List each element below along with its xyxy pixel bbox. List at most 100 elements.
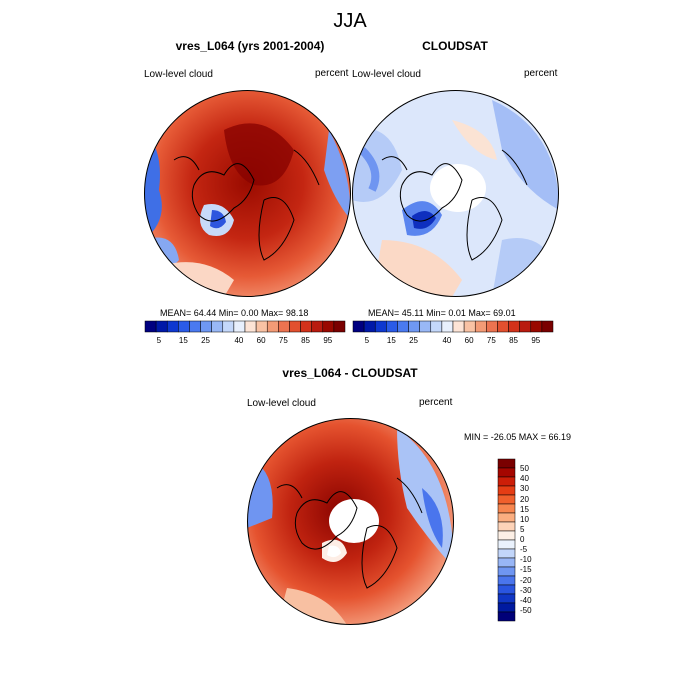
colorbar-swatch <box>497 602 516 613</box>
colorbar-swatch <box>419 320 432 333</box>
colorbar-swatch <box>386 320 398 333</box>
colorbar-swatch <box>166 320 179 333</box>
colorbar-tick-label: 40 <box>520 474 529 484</box>
panel1-units-label: percent <box>315 68 349 79</box>
colorbar-swatch <box>189 320 201 333</box>
colorbar-swatch <box>363 320 376 333</box>
panel2-title: CLOUDSAT <box>422 39 488 53</box>
panel2-colorbar-ticks: 5 15 25 40 60 75 85 95 <box>353 336 553 348</box>
colorbar-swatch <box>497 476 516 487</box>
colorbar-swatch <box>352 320 365 333</box>
colorbar-tick-label: -50 <box>520 605 532 615</box>
panel3-title: vres_L064 - CLOUDSAT <box>282 366 418 380</box>
colorbar-tick-label: 10 <box>520 514 529 524</box>
panel2-variable-label: Low-level cloud <box>352 69 421 80</box>
colorbar-swatch <box>300 320 312 333</box>
colorbar-tick-label: -40 <box>520 595 532 605</box>
colorbar-swatch <box>397 320 409 333</box>
colorbar-swatch <box>519 320 532 333</box>
panel3-stats: MIN = -26.05 MAX = 66.19 <box>464 432 572 442</box>
colorbar-swatch <box>497 320 509 333</box>
panel3-polar-map <box>247 418 454 625</box>
colorbar-swatch <box>266 320 279 333</box>
colorbar-swatch <box>497 503 516 514</box>
colorbar-tick-label: -20 <box>520 575 532 585</box>
colorbar-swatch <box>497 485 516 496</box>
colorbar-swatch <box>255 320 268 333</box>
colorbar-swatch <box>441 320 454 333</box>
colorbar-swatch <box>530 320 543 333</box>
colorbar-tick-label: -15 <box>520 565 532 575</box>
colorbar-tick-label: 75 <box>278 336 288 345</box>
colorbar-tick-label: 75 <box>486 336 496 345</box>
colorbar-swatch <box>374 320 387 333</box>
colorbar-swatch <box>311 320 324 333</box>
colorbar-swatch <box>430 320 443 333</box>
colorbar-swatch <box>508 320 520 333</box>
panel1-stats: MEAN= 64.44 Min= 0.00 Max= 98.18 <box>160 308 309 318</box>
colorbar-tick-label: 40 <box>234 336 244 345</box>
colorbar-swatch <box>211 320 224 333</box>
colorbar-swatch <box>497 575 516 586</box>
colorbar-tick-label: 15 <box>520 504 529 514</box>
colorbar-swatch <box>497 458 516 469</box>
colorbar-swatch <box>233 320 246 333</box>
colorbar-swatch <box>497 467 516 478</box>
colorbar-swatch <box>322 320 335 333</box>
panel2-units-label: percent <box>524 68 558 79</box>
colorbar-swatch <box>244 320 257 333</box>
colorbar-tick-label: 60 <box>464 336 474 345</box>
colorbar-tick-label: 5 <box>364 336 370 345</box>
colorbar-tick-label: 0 <box>520 535 525 544</box>
colorbar-tick-label: 15 <box>178 336 188 345</box>
colorbar-swatch <box>497 539 516 550</box>
colorbar-tick-label: 30 <box>520 484 529 494</box>
panel2-polar-map <box>352 90 559 297</box>
colorbar-tick-label: -30 <box>520 585 532 595</box>
colorbar-swatch <box>463 320 476 333</box>
panel1-title: vres_L064 (yrs 2001-2004) <box>175 39 325 53</box>
colorbar-swatch <box>497 611 516 622</box>
colorbar-swatch <box>497 584 516 595</box>
panel2-colorbar <box>352 320 554 333</box>
colorbar-swatch <box>278 320 290 333</box>
colorbar-tick-label: 95 <box>531 336 541 345</box>
panel1-colorbar-ticks: 5 15 25 40 60 75 85 95 <box>145 336 345 348</box>
colorbar-tick-label: 5 <box>156 336 162 345</box>
colorbar-swatch <box>200 320 212 333</box>
colorbar-tick-label: 50 <box>520 464 529 474</box>
panel3-colorbar-ticks: 50 40 30 20 15 10 5 0 -5 -10 -15 -20 -30 -40 -50 <box>520 459 560 621</box>
panel1-polar-map <box>144 90 351 297</box>
panel3-variable-label: Low-level cloud <box>247 398 316 409</box>
panel3-colorbar <box>497 458 516 622</box>
colorbar-swatch <box>289 320 301 333</box>
colorbar-tick-label: 60 <box>256 336 266 345</box>
colorbar-swatch <box>497 494 516 505</box>
colorbar-tick-label: 20 <box>520 494 529 504</box>
colorbar-swatch <box>474 320 487 333</box>
colorbar-swatch <box>497 557 516 568</box>
colorbar-swatch <box>497 521 516 532</box>
figure-title: JJA <box>333 10 367 32</box>
colorbar-tick-label: 25 <box>409 336 419 345</box>
panel3-units-label: percent <box>419 397 453 408</box>
colorbar-swatch <box>486 320 498 333</box>
colorbar-swatch <box>541 320 554 333</box>
colorbar-tick-label: 15 <box>386 336 396 345</box>
colorbar-swatch <box>155 320 168 333</box>
panel1-variable-label: Low-level cloud <box>144 69 213 80</box>
colorbar-swatch <box>144 320 157 333</box>
panel2-stats: MEAN= 45.11 Min= 0.01 Max= 69.01 <box>368 308 516 318</box>
colorbar-swatch <box>497 566 516 577</box>
colorbar-tick-label: -10 <box>520 555 532 565</box>
colorbar-tick-label: 85 <box>509 336 519 345</box>
colorbar-tick-label: 25 <box>201 336 211 345</box>
colorbar-swatch <box>178 320 190 333</box>
colorbar-tick-label: -5 <box>520 545 528 555</box>
colorbar-swatch <box>497 593 516 604</box>
colorbar-swatch <box>222 320 235 333</box>
colorbar-tick-label: 95 <box>323 336 333 345</box>
colorbar-tick-label: 5 <box>520 524 525 534</box>
colorbar-swatch <box>408 320 420 333</box>
colorbar-swatch <box>497 530 516 541</box>
